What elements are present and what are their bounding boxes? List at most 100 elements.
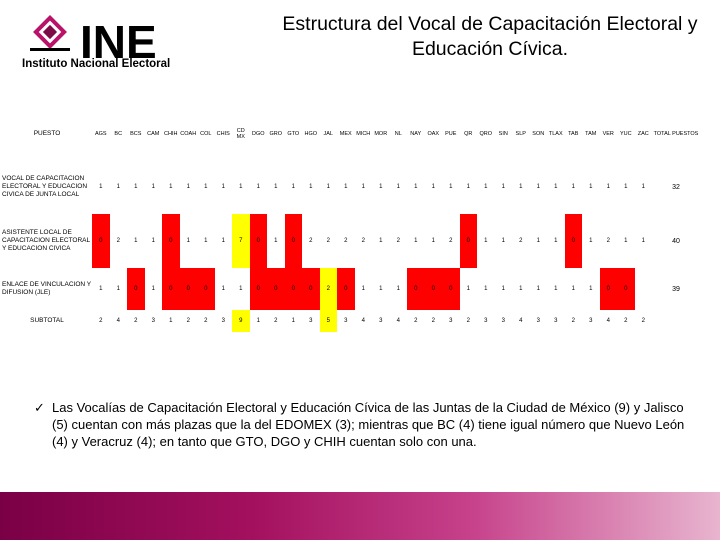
table-cell: 0: [599, 268, 617, 310]
table-cell: 1: [536, 238, 540, 244]
header-cell-ags: AGS: [94, 131, 107, 137]
table-cell: 1: [151, 238, 155, 244]
checkmark-icon: ✓: [34, 400, 45, 415]
table-cell: 1: [589, 184, 593, 190]
table-cell: 3: [379, 318, 383, 324]
table-cell: 1: [134, 238, 138, 244]
table-cell: 1: [256, 318, 260, 324]
table-cell: 1: [624, 184, 628, 190]
table-cell: 1: [361, 184, 365, 190]
header-cell-mex: MEX: [339, 131, 352, 137]
table-cell: 1: [641, 184, 645, 190]
table-cell: 1: [134, 184, 138, 190]
header-cell-zac: ZAC: [637, 131, 649, 137]
header-cell-qr: QR: [464, 131, 473, 137]
header-cell-gro: GRO: [269, 131, 283, 137]
page-title: Estructura del Vocal de Capacitación Ele…: [282, 13, 698, 60]
table-cell: 3: [554, 318, 558, 324]
summary-note-text: Las Vocalías de Capacitación Electoral y…: [52, 400, 685, 449]
table-cell: 1: [379, 238, 383, 244]
table-cell: 1: [204, 184, 208, 190]
table-cell: 2: [116, 238, 120, 244]
table-cell: 0: [424, 268, 442, 310]
table-cell: 1: [309, 184, 313, 190]
table-cell: 1: [396, 184, 400, 190]
table-cell: 3: [589, 318, 593, 324]
header-cell-nay: NAY: [410, 131, 422, 137]
table-cell: 2: [361, 238, 365, 244]
table-cell: 1: [536, 286, 540, 292]
table-row: ENLACE DE VINCULACION Y DIFUSION (JLE) 1 1…: [0, 268, 700, 310]
table-cell: 3: [501, 318, 505, 324]
header-cell-chih: CHIH: [164, 131, 178, 137]
table-cell: 0: [459, 214, 477, 268]
header-cell-mor: MOR: [374, 131, 388, 137]
header-cell-dgo: DGO: [251, 131, 265, 137]
table-cell: 2: [641, 318, 645, 324]
table-cell: 2: [99, 318, 103, 324]
table-cell: 1: [379, 286, 383, 292]
table-cell: 3: [221, 318, 225, 324]
table-row: VOCAL DE CAPACITACION ELECTORAL Y EDUCAC…: [0, 160, 700, 214]
ine-emblem-icon: [30, 15, 70, 51]
table-row: SUBTOTAL 2 4 2 3 1 2 2 3 9 1 2 1 3 5 3 4 3 4 2 2 3 2 3 3 4 3 3 2 3 4 2 2: [0, 310, 700, 332]
table-cell: 1: [221, 286, 225, 292]
table-cell: 5: [319, 310, 337, 332]
table-cell: 0: [284, 214, 302, 268]
header-cell-hgo: HGO: [304, 131, 318, 137]
table-cell: 2: [186, 318, 190, 324]
row-label: ENLACE DE VINCULACION Y DIFUSION (JLE): [2, 281, 91, 296]
table-header-row: PUESTO AGS BC BCS CAM CHIH COAH COL CHIS CD MX DGO…: [0, 108, 700, 160]
header-cell-qro: QRO: [479, 131, 493, 137]
table-cell: 0: [564, 214, 582, 268]
table-cell: 0: [337, 268, 355, 310]
header-cell-nl: NL: [394, 131, 402, 137]
table-cell: 1: [344, 184, 348, 190]
table-cell: 2: [431, 318, 435, 324]
header-cell-oax: OAX: [427, 131, 440, 137]
table-cell: 3: [151, 318, 155, 324]
row-label: VOCAL DE CAPACITACION ELECTORAL Y EDUCAC…: [2, 175, 88, 198]
ine-logo-wordmark: INE: [80, 16, 157, 68]
positions-table: PUESTO AGS BC BCS CAM CHIH COAH COL CHIS CD MX DGO…: [0, 108, 700, 332]
header-cell-col: COL: [200, 131, 212, 137]
table-cell: 1: [151, 286, 155, 292]
table-cell: 2: [319, 268, 337, 310]
header-cell-cdmx: CD MX: [236, 128, 245, 140]
table-cell: 9: [232, 310, 250, 332]
table-cell: 1: [151, 184, 155, 190]
table-cell: 1: [571, 184, 575, 190]
table-cell: 0: [92, 214, 110, 268]
table-cell: 1: [396, 286, 400, 292]
table-cell: 0: [162, 268, 180, 310]
table-cell: 1: [484, 238, 488, 244]
table-cell: 1: [641, 238, 645, 244]
header-cell-puesto: PUESTO: [33, 130, 61, 137]
table-cell: 1: [169, 184, 173, 190]
table-cell: 4: [396, 318, 400, 324]
table-cell: 2: [344, 238, 348, 244]
table-cell: 4: [361, 318, 365, 324]
table-cell: 1: [501, 286, 505, 292]
table-cell: 1: [501, 184, 505, 190]
table-cell: 1: [99, 286, 103, 292]
table-cell: 2: [396, 238, 400, 244]
table-cell: 4: [606, 318, 610, 324]
header-cell-cam: CAM: [147, 131, 160, 137]
header-cell-slp: SLP: [515, 131, 526, 137]
table-cell: 1: [449, 184, 453, 190]
table-cell: 2: [326, 238, 330, 244]
table-cell: 0: [267, 268, 285, 310]
table-cell: 1: [606, 184, 610, 190]
table-cell: 0: [284, 268, 302, 310]
table-cell: 1: [589, 238, 593, 244]
table-cell: 1: [379, 184, 383, 190]
table-cell: 2: [204, 318, 208, 324]
header-cell-gto: GTO: [287, 131, 300, 137]
table-cell: 1: [624, 238, 628, 244]
table-cell: 1: [501, 238, 505, 244]
org-name: Instituto Nacional Electoral: [22, 58, 171, 70]
header-cell-jal: JAL: [323, 131, 333, 137]
table-cell: 0: [249, 268, 267, 310]
table-cell: 1: [466, 286, 470, 292]
